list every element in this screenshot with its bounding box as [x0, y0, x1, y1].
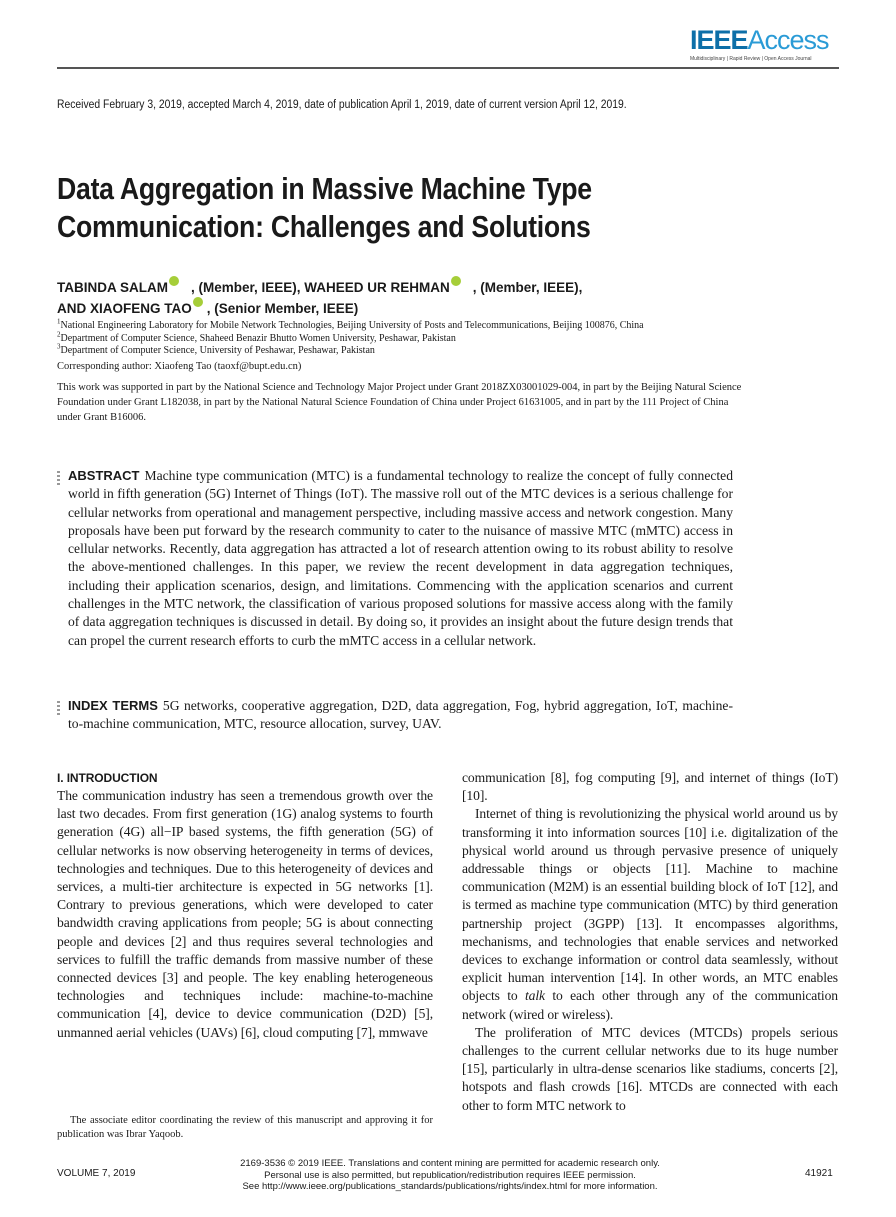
orcid-icon[interactable]: [169, 276, 179, 286]
volume-label: VOLUME 7, 2019: [57, 1168, 136, 1179]
funding-note: This work was supported in part by the N…: [57, 382, 742, 423]
author-name: AND XIAOFENG TAO: [57, 301, 192, 316]
page-number: 41921: [805, 1168, 833, 1179]
received-dates: Received February 3, 2019, accepted Marc…: [57, 99, 627, 111]
author-name: WAHEED UR REHMAN: [304, 280, 450, 295]
license-notice: 2169-3536 © 2019 IEEE. Translations and …: [240, 1158, 660, 1192]
left-column: I. INTRODUCTION The communication indust…: [57, 769, 433, 1042]
author-role: , (Member, IEEE),: [472, 280, 583, 295]
logo-secondary: Access: [747, 25, 830, 55]
paragraph: The communication industry has seen a tr…: [57, 788, 433, 1040]
index-terms: INDEX TERMS 5G networks, cooperative aggr…: [57, 697, 733, 734]
author-list: TABINDA SALAM , (Member, IEEE), WAHEED UR…: [57, 276, 582, 318]
paragraph: Internet of thing is revolutionizing the…: [462, 806, 838, 1022]
right-column: communication [8], fog computing [9], an…: [462, 769, 838, 1115]
orcid-icon[interactable]: [450, 276, 461, 286]
affiliations: 1National Engineering Laboratory for Mob…: [57, 317, 644, 358]
dots-marker: [57, 471, 60, 487]
index-terms-label: INDEX TERMS: [68, 698, 158, 713]
author-role: , (Member, IEEE),: [191, 280, 305, 295]
header-rule: [57, 67, 839, 69]
section-heading: I. INTRODUCTION: [57, 771, 158, 785]
affiliation: 3Department of Computer Science, Univers…: [57, 342, 375, 356]
dots-marker: [57, 701, 60, 717]
author-name: TABINDA SALAM: [57, 280, 168, 295]
author-role: , (Senior Member, IEEE): [206, 301, 359, 316]
index-terms-text: 5G networks, cooperative aggregation, D2…: [68, 698, 733, 732]
abstract-label: ABSTRACT: [68, 468, 140, 483]
affiliation: 1National Engineering Laboratory for Mob…: [57, 317, 644, 331]
affiliation: 2Department of Computer Science, Shaheed…: [57, 330, 456, 344]
logo-tagline: Multidisciplinary | Rapid Review | Open …: [690, 56, 812, 62]
editor-footnote: The associate editor coordinating the re…: [57, 1115, 433, 1140]
paper-title: Data Aggregation in Massive Machine Type…: [57, 171, 592, 244]
orcid-icon[interactable]: [192, 297, 203, 307]
abstract: ABSTRACT Machine type communication (MTC)…: [57, 467, 733, 650]
abstract-text: Machine type communication (MTC) is a fu…: [68, 468, 733, 648]
ieee-access-logo: IEEEAccess Multidisciplinary | Rapid Rev…: [690, 26, 840, 62]
paragraph: communication [8], fog computing [9], an…: [462, 770, 838, 804]
corresponding-author: Corresponding author: Xiaofeng Tao (taox…: [57, 360, 302, 372]
paragraph: The proliferation of MTC devices (MTCDs)…: [462, 1024, 838, 1113]
logo-primary: IEEE: [690, 25, 749, 55]
